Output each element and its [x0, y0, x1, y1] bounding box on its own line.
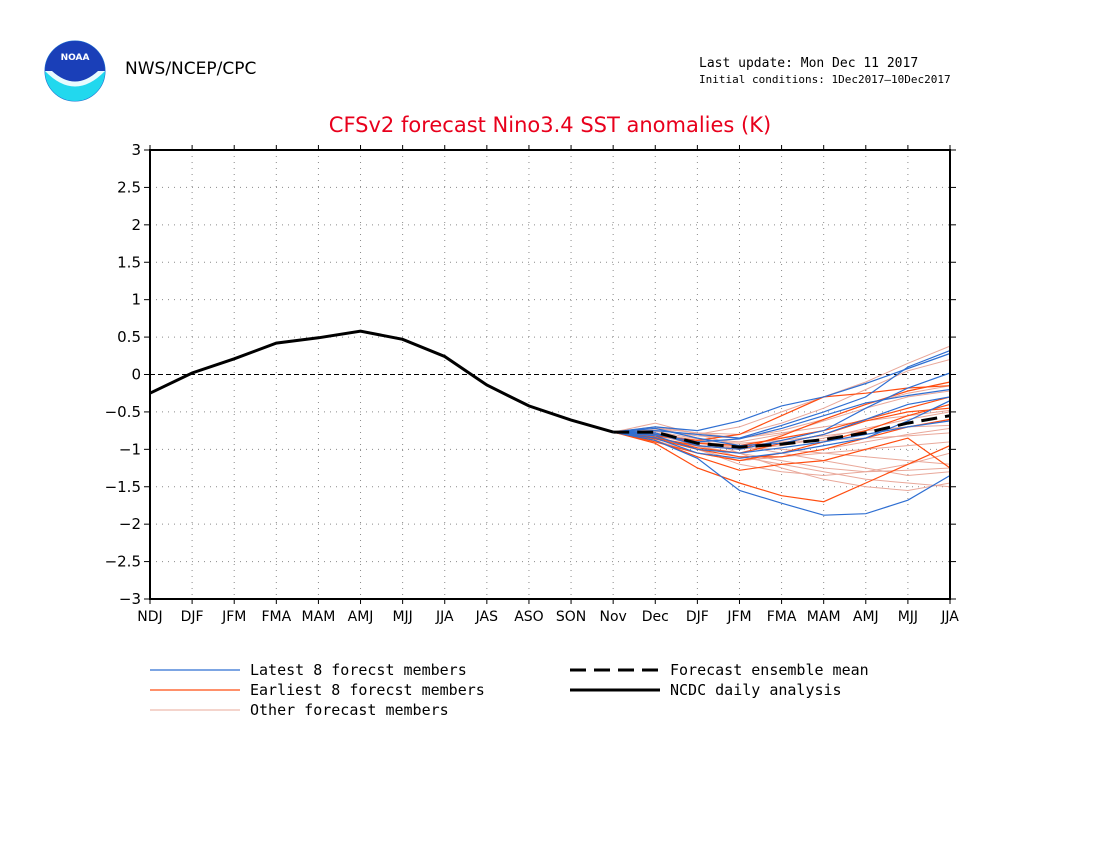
- x-tick-label: ASO: [514, 609, 543, 625]
- y-tick-label: 0.5: [117, 328, 141, 346]
- plot-frame: [149, 149, 951, 600]
- legend-label-other: Other forecast members: [250, 701, 449, 719]
- x-tick-label: JAS: [475, 609, 498, 625]
- x-tick-label: AMJ: [853, 609, 879, 625]
- member-line-latest: [613, 420, 951, 454]
- y-tick-label: −1: [119, 440, 141, 458]
- y-tick-label: 2.5: [117, 178, 141, 196]
- member-line-other: [613, 431, 951, 465]
- y-tick-label: 1: [131, 291, 141, 309]
- x-tick-label: MAM: [302, 609, 336, 625]
- x-tick-label: JJA: [940, 609, 959, 625]
- member-line-latest: [613, 400, 951, 459]
- x-tick-label: DJF: [686, 609, 709, 625]
- member-line-other: [613, 390, 951, 443]
- y-tick-label: −2: [119, 515, 141, 533]
- series-line-ensemble-mean: [613, 414, 951, 449]
- x-tick-label: FMA: [767, 609, 797, 625]
- member-line-other: [613, 426, 951, 492]
- y-tick-label: 3: [131, 141, 141, 159]
- logo-text: NOAA: [61, 53, 90, 63]
- legend-label-earliest: Earliest 8 forecst members: [250, 681, 485, 699]
- x-tick-label: JJA: [435, 609, 454, 625]
- y-tick-label: −3: [119, 590, 141, 608]
- member-line-earliest: [613, 418, 951, 458]
- x-tick-label: Dec: [642, 609, 669, 625]
- x-tick-label: JFM: [221, 609, 246, 625]
- y-tick-label: −0.5: [105, 403, 141, 421]
- member-line-earliest: [613, 431, 951, 503]
- agency-label: NWS/NCEP/CPC: [125, 59, 257, 79]
- x-tick-label: MJJ: [392, 609, 412, 625]
- y-tick-label: 1.5: [117, 253, 141, 271]
- y-tick-label: −1.5: [105, 478, 141, 496]
- x-tick-label: MJJ: [898, 609, 918, 625]
- member-line-latest: [613, 431, 951, 516]
- x-tick-label: DJF: [181, 609, 204, 625]
- last-update-text: Last update: Mon Dec 11 2017: [699, 56, 919, 71]
- x-tick-label: Nov: [599, 609, 626, 625]
- x-tick-label: FMA: [261, 609, 291, 625]
- legend-label-mean: Forecast ensemble mean: [670, 661, 869, 679]
- legend-label-latest: Latest 8 forecst members: [250, 661, 467, 679]
- x-tick-label: SON: [556, 609, 586, 625]
- member-line-latest: [613, 350, 951, 439]
- x-tick-label: NDJ: [137, 609, 162, 625]
- noaa-logo: NOAA: [44, 40, 106, 106]
- y-tick-label: 0: [131, 366, 141, 384]
- noaa-logo-icon: NOAA: [44, 40, 106, 102]
- x-tick-label: JFM: [726, 609, 751, 625]
- member-line-latest: [613, 352, 951, 433]
- series-line-analysis: [149, 329, 614, 434]
- x-tick-label: MAM: [807, 609, 841, 625]
- x-tick-label: AMJ: [348, 609, 374, 625]
- initial-conditions-text: Initial conditions: 1Dec2017–10Dec2017: [699, 73, 951, 86]
- y-tick-label: 2: [131, 216, 141, 234]
- legend-label-analysis: NCDC daily analysis: [670, 681, 842, 699]
- y-tick-label: −2.5: [105, 553, 141, 571]
- member-line-other: [613, 385, 951, 439]
- chart-title: CFSv2 forecast Nino3.4 SST anomalies (K): [328, 113, 772, 137]
